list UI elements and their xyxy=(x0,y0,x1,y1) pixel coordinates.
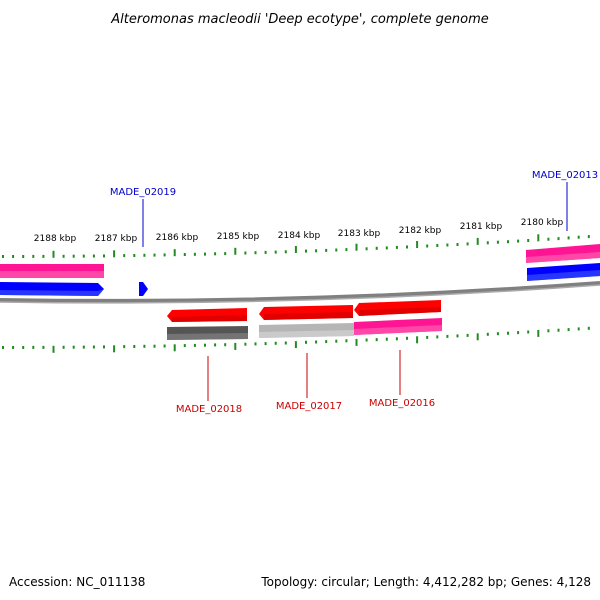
gene-labels: MADE_02019 MADE_02013 MADE_02018 MADE_02… xyxy=(110,170,598,415)
genome-summary: Topology: circular; Length: 4,412,282 bp… xyxy=(260,575,591,589)
minus-feature-shade xyxy=(354,325,442,335)
minus-feature-shade xyxy=(167,333,248,340)
minus-strand-cds-track xyxy=(167,300,441,322)
gene-arrow-shade xyxy=(172,315,247,322)
gene-arrow-shade xyxy=(0,289,104,296)
minus-strand-feature-track xyxy=(167,318,442,340)
gene-arrow-shade xyxy=(359,307,441,316)
scale-tick-label: 2183 kbp xyxy=(338,229,381,239)
scale-tick-label: 2182 kbp xyxy=(399,226,442,236)
plus-strand-feature-track xyxy=(0,244,600,278)
gene-arrow-shade xyxy=(527,270,600,281)
scale-tick-label: 2185 kbp xyxy=(217,232,260,242)
scale-tick-label: 2188 kbp xyxy=(34,234,77,244)
label-leaders xyxy=(142,182,568,401)
scale-tick-label: 2184 kbp xyxy=(278,231,321,241)
genome-backbone xyxy=(0,281,600,303)
plus-strand-cds-track xyxy=(0,263,600,296)
plus-feature-shade xyxy=(526,252,600,263)
gene-label[interactable]: MADE_02017 xyxy=(276,401,342,412)
genome-backbone-highlight xyxy=(0,284,600,304)
scale-tick-label: 2180 kbp xyxy=(521,218,564,228)
map-title: Alteromonas macleodii 'Deep ecotype', co… xyxy=(110,12,488,27)
gene-label[interactable]: MADE_02018 xyxy=(176,404,242,415)
minus-feature-shade xyxy=(259,330,354,338)
scale-tick-label: 2187 kbp xyxy=(95,234,138,244)
gene-label[interactable]: MADE_02016 xyxy=(369,398,435,409)
gene-label[interactable]: MADE_02019 xyxy=(110,187,176,198)
outer-tick-ring xyxy=(2,234,590,258)
gene-label[interactable]: MADE_02013 xyxy=(532,170,598,181)
gene-arrow-shade xyxy=(264,312,353,320)
accession-text: Accession: NC_011138 xyxy=(9,575,145,589)
scale-tick-label: 2181 kbp xyxy=(460,222,503,232)
plus-feature-shade xyxy=(0,271,104,278)
inner-tick-ring xyxy=(2,326,590,353)
scale-labels: 2188 kbp 2187 kbp 2186 kbp 2185 kbp 2184… xyxy=(34,218,564,244)
scale-tick-label: 2186 kbp xyxy=(156,233,199,243)
gene-arrow-made-02019[interactable] xyxy=(139,282,148,296)
